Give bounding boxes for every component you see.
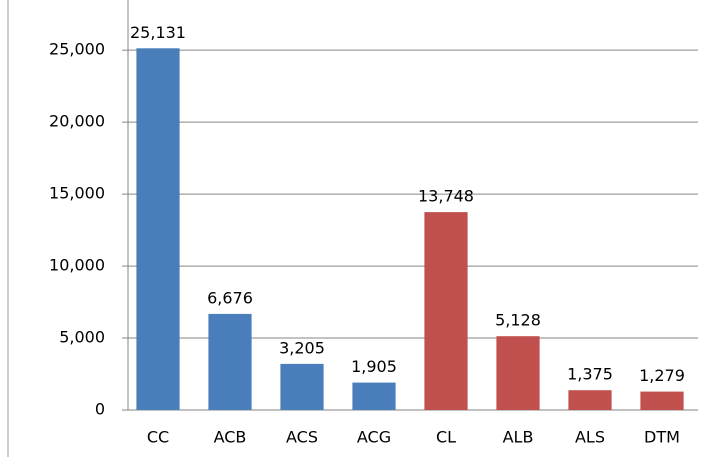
x-tick-label: ACS bbox=[286, 428, 318, 447]
bar bbox=[352, 382, 396, 410]
x-tick-label: DTM bbox=[644, 428, 680, 447]
value-label: 3,205 bbox=[279, 338, 325, 357]
y-tick-label: 5,000 bbox=[59, 328, 105, 347]
bar bbox=[568, 390, 612, 410]
value-label: 1,375 bbox=[567, 365, 613, 384]
bar bbox=[424, 212, 468, 410]
value-label: 6,676 bbox=[207, 288, 253, 307]
x-tick-label: CL bbox=[436, 428, 456, 447]
bar bbox=[136, 48, 180, 411]
y-tick-label: 20,000 bbox=[49, 112, 105, 131]
x-tick-label: CC bbox=[147, 428, 169, 447]
x-tick-label: ALB bbox=[503, 428, 534, 447]
x-tick-label: ACG bbox=[357, 428, 391, 447]
value-label: 25,131 bbox=[130, 23, 186, 42]
x-tick-label: ALS bbox=[575, 428, 605, 447]
value-label: 13,748 bbox=[418, 187, 474, 206]
value-label: 1,905 bbox=[351, 357, 397, 376]
y-tick-label: 0 bbox=[95, 400, 105, 419]
value-label: 5,128 bbox=[495, 311, 541, 330]
y-tick-label: 25,000 bbox=[49, 40, 105, 59]
bar bbox=[640, 391, 684, 410]
x-tick-label: ACB bbox=[214, 428, 247, 447]
value-label: 1,279 bbox=[639, 366, 685, 385]
bar bbox=[208, 313, 252, 410]
y-tick-label: 10,000 bbox=[49, 256, 105, 275]
y-tick-label: 15,000 bbox=[49, 184, 105, 203]
bar bbox=[496, 336, 540, 410]
bar bbox=[280, 363, 324, 410]
